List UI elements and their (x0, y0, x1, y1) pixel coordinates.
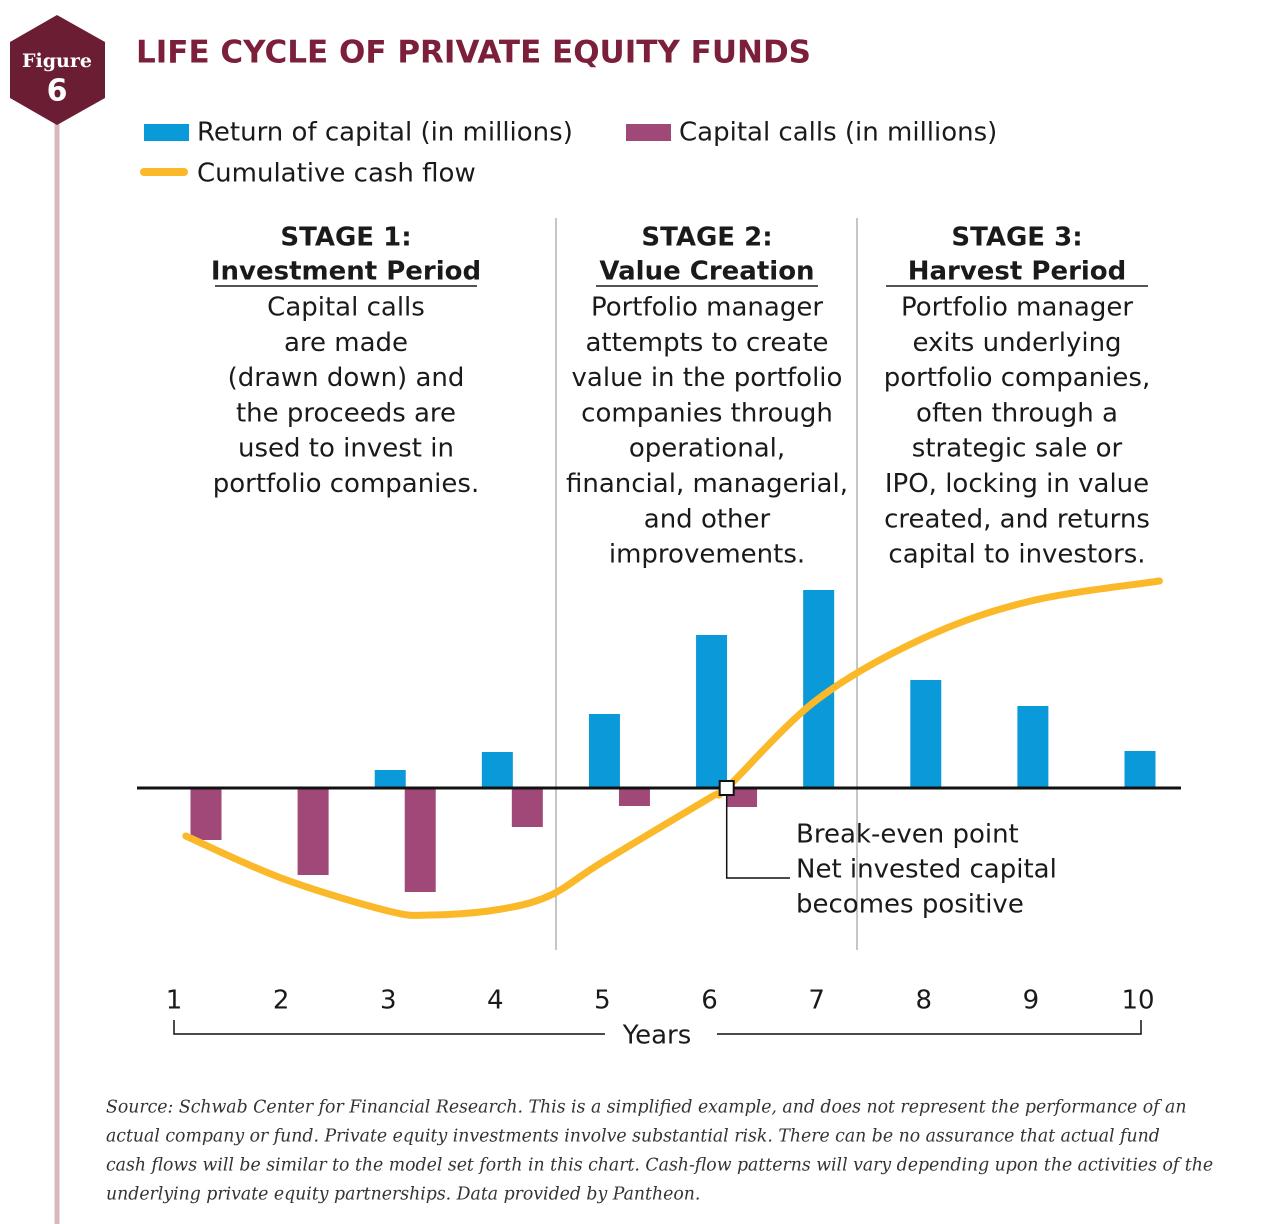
bar (588, 714, 620, 788)
x-tick-label: 9 (1023, 986, 1040, 1016)
source-note: actual company or fund. Private equity i… (106, 1127, 1160, 1147)
stage-subtitle: Investment Period (211, 257, 481, 287)
stage-text: the proceeds are (236, 398, 456, 428)
x-tick-label: 8 (916, 986, 933, 1016)
legend-label: Return of capital (in millions) (197, 118, 573, 148)
stage-text: strategic sale or (912, 434, 1123, 464)
bar (1017, 706, 1049, 788)
bar (190, 788, 222, 840)
stage-text: Portfolio manager (901, 293, 1133, 323)
stage-title: STAGE 2: (641, 223, 772, 253)
stage-text: IPO, locking in value (885, 469, 1149, 499)
stage-text: Portfolio manager (591, 293, 823, 323)
stage-subtitle: Harvest Period (908, 257, 1127, 287)
stage-text: used to invest in (238, 434, 454, 464)
stage-text: often through a (916, 398, 1118, 428)
bar (404, 788, 436, 892)
figure-number: 6 (47, 74, 68, 109)
x-tick-label: 2 (273, 986, 290, 1016)
x-tick-label: 3 (380, 986, 397, 1016)
x-tick-label: 4 (487, 986, 504, 1016)
bar (1124, 751, 1156, 788)
x-tick-label: 7 (808, 986, 825, 1016)
annotation: Net invested capital (796, 855, 1057, 885)
stage-text: exits underlying (912, 328, 1121, 358)
legend-label: Cumulative cash flow (197, 159, 476, 189)
stage-text: portfolio companies. (213, 469, 479, 499)
stage-subtitle: Value Creation (599, 257, 814, 287)
cumulative-line (182, 577, 1163, 919)
stage-text: and other (644, 504, 771, 534)
stage-text: value in the portfolio (572, 363, 843, 393)
source-note: Source: Schwab Center for Financial Rese… (106, 1098, 1186, 1118)
axis-bracket (717, 1020, 1142, 1035)
stage-text: Capital calls (267, 293, 425, 323)
bar (910, 680, 942, 788)
stage-text: (drawn down) and (228, 363, 465, 393)
legend-swatch (144, 124, 189, 141)
bar (618, 788, 650, 806)
figure-label: Figure (22, 50, 92, 72)
stage-title: STAGE 1: (280, 223, 411, 253)
annotation: Break-even point (796, 820, 1019, 850)
bar (297, 788, 329, 875)
stage-text: companies through (581, 398, 833, 428)
bar (481, 752, 513, 788)
axis-bracket (173, 1020, 605, 1035)
legend-label: Capital calls (in millions) (679, 118, 997, 148)
x-tick-label: 6 (701, 986, 718, 1016)
source-note: underlying private equity partnerships. … (106, 1185, 700, 1205)
bar (696, 635, 728, 788)
annotation: becomes positive (796, 890, 1024, 920)
x-tick-label: 1 (166, 986, 183, 1016)
stage-text: created, and returns (884, 504, 1150, 534)
x-tick-label: 5 (594, 986, 611, 1016)
stage-text: improvements. (609, 540, 805, 570)
stage-text: financial, managerial, (566, 469, 848, 499)
legend-swatch (626, 124, 671, 141)
stage-text: operational, (629, 434, 785, 464)
x-tick-label: 10 (1121, 986, 1154, 1016)
figure-badge (10, 15, 105, 125)
x-axis-label: Years (622, 1021, 692, 1051)
source-note: cash flows will be similar to the model … (106, 1156, 1213, 1176)
callout-line (725, 788, 790, 879)
stage-text: portfolio companies, (884, 363, 1150, 393)
stage-text: attempts to create (585, 328, 828, 358)
stage-title: STAGE 3: (951, 223, 1082, 253)
stage-text: capital to investors. (888, 540, 1145, 570)
bar (374, 770, 406, 788)
chart-title: LIFE CYCLE OF PRIVATE EQUITY FUNDS (136, 35, 811, 71)
break-even-marker (718, 780, 735, 796)
stage-text: are made (284, 328, 408, 358)
bar (511, 788, 543, 827)
